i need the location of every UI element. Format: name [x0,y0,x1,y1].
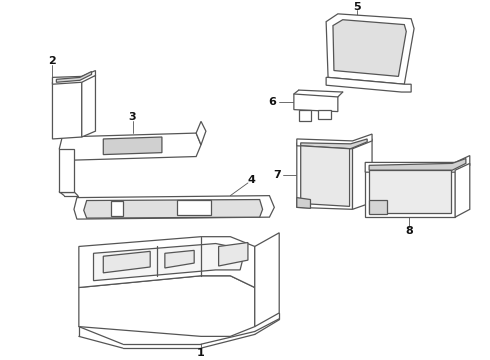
Polygon shape [294,94,338,112]
Polygon shape [196,121,206,145]
Polygon shape [365,170,455,217]
Polygon shape [59,149,74,192]
Polygon shape [52,71,96,84]
Polygon shape [369,158,466,170]
Polygon shape [369,170,451,213]
Polygon shape [365,156,470,172]
Text: 5: 5 [354,2,361,12]
Polygon shape [82,76,96,137]
Text: 4: 4 [248,175,256,185]
Polygon shape [326,77,411,92]
Polygon shape [255,233,279,327]
Polygon shape [301,146,349,206]
Polygon shape [79,276,255,336]
Polygon shape [352,139,372,209]
Polygon shape [94,243,243,281]
Polygon shape [297,134,372,149]
Text: 7: 7 [273,170,281,180]
Polygon shape [59,133,201,161]
Polygon shape [326,14,414,84]
Polygon shape [79,237,255,288]
Text: 3: 3 [129,112,136,122]
Polygon shape [103,137,162,154]
Polygon shape [219,243,248,266]
Polygon shape [74,195,274,219]
Polygon shape [369,199,387,214]
Polygon shape [455,163,470,217]
Polygon shape [176,199,211,215]
Text: 2: 2 [49,56,56,66]
Polygon shape [301,139,367,149]
Polygon shape [297,198,311,208]
Text: 6: 6 [269,97,276,107]
Polygon shape [318,110,331,120]
Polygon shape [297,143,352,209]
Polygon shape [103,251,150,273]
Polygon shape [52,80,82,139]
Polygon shape [299,110,312,121]
Polygon shape [333,20,406,76]
Text: 1: 1 [197,348,205,358]
Polygon shape [84,199,263,218]
Polygon shape [56,72,92,82]
Text: 8: 8 [405,226,413,236]
Polygon shape [165,250,194,268]
Polygon shape [111,201,123,216]
